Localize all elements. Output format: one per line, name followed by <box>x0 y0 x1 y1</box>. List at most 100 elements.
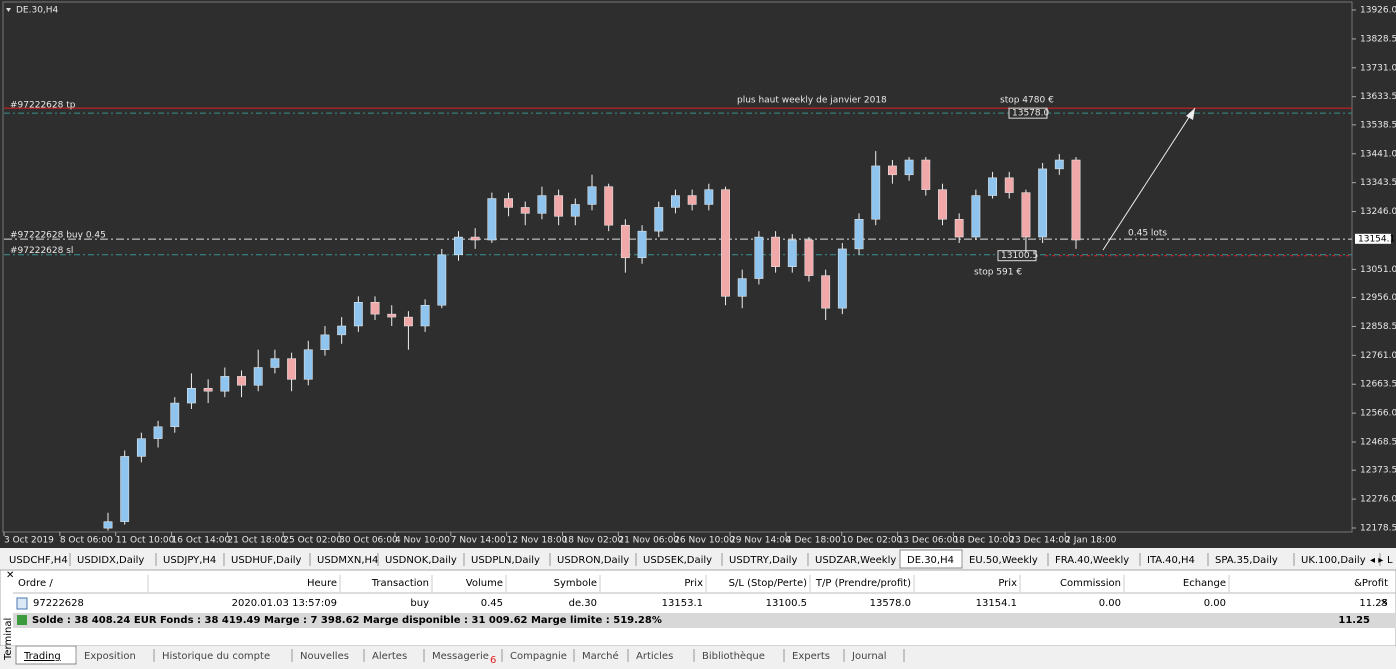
terminal: ✕ Terminal USDCHF,H4 USDIDX,Daily USDJPY,H… <box>0 549 1396 669</box>
arrowhead <box>1186 108 1195 120</box>
chart-tab[interactable]: USDCHF,H4 <box>9 555 68 566</box>
candle-body <box>887 165 897 176</box>
current-price: 13154.1 <box>1358 234 1395 244</box>
terminal-tab[interactable]: Nouvelles <box>300 651 349 662</box>
sl-price: 13100.5 <box>1001 251 1038 261</box>
terminal-tab[interactable]: Journal <box>851 651 887 662</box>
chart-tab[interactable]: L <box>1387 555 1393 566</box>
column-header: Transaction <box>371 578 429 589</box>
column-header: Prix <box>684 578 703 589</box>
y-tick-label: 13828.5 <box>1360 34 1396 44</box>
candle-body <box>821 275 831 309</box>
terminal-tab[interactable]: Alertes <box>372 651 407 662</box>
x-tick-label: 12 Nov 18:00 <box>507 536 568 546</box>
table-cell: 13154.1 <box>976 598 1017 609</box>
close-order[interactable]: ✕ <box>1380 598 1388 609</box>
candle-body <box>520 207 530 214</box>
candle-body <box>570 204 580 217</box>
terminal-tab[interactable]: Bibliothèque <box>702 650 765 662</box>
x-tick-label: 7 Nov 14:00 <box>451 536 506 546</box>
tp-price: 13578.0 <box>1012 109 1049 119</box>
table-cell: 11.25 <box>1359 598 1388 609</box>
candle-body <box>270 358 280 368</box>
chart-tab[interactable]: USDPLN,Daily <box>471 555 540 566</box>
terminal-tab[interactable]: Messagerie <box>432 651 489 662</box>
column-header: Ordre / <box>18 578 53 589</box>
chart-tab[interactable]: USDSEK,Daily <box>643 555 712 566</box>
price-box <box>1008 107 1048 119</box>
column-header: Symbole <box>554 578 597 589</box>
y-tick-label: 13343.5 <box>1360 178 1396 188</box>
arrow <box>1102 107 1196 251</box>
candle-body <box>136 438 146 457</box>
y-tick-label: 12276.0 <box>1360 495 1396 505</box>
candle-body <box>470 236 480 241</box>
menu-arrow[interactable] <box>6 8 11 12</box>
table-cell: 0.00 <box>1204 598 1226 609</box>
candle-body <box>237 376 246 386</box>
chart-tab[interactable]: USDRON,Daily <box>557 555 629 566</box>
candle-body <box>337 325 347 336</box>
y-tick-label: 13441.0 <box>1360 149 1396 159</box>
terminal-tab[interactable]: Experts <box>792 651 830 662</box>
y-tick-label: 12468.5 <box>1360 438 1396 448</box>
annotation: 0.45 lots <box>1128 229 1167 239</box>
summary-icon <box>17 615 27 625</box>
summary: Solde : 38 408.24 EUR Fonds : 38 419.49 … <box>32 615 662 626</box>
y-tick-label: 13731.0 <box>1360 63 1396 73</box>
price-box <box>997 250 1037 262</box>
candle-body <box>253 367 263 386</box>
candle-body <box>353 302 363 327</box>
terminal-tab[interactable]: Marché <box>582 650 619 662</box>
terminal-tab[interactable]: Historique du compte <box>162 651 270 662</box>
level-label: #97222628 sl <box>10 246 73 256</box>
chart-tab[interactable]: USDHUF,Daily <box>231 555 302 566</box>
x-tick-label: 8 Oct 06:00 <box>60 536 113 546</box>
terminal-tab[interactable]: Compagnie <box>510 651 567 662</box>
column-header: T/P (Prendre/profit) <box>815 578 911 589</box>
candle-body <box>170 402 180 428</box>
candle-body <box>203 387 213 392</box>
chart-tab[interactable]: UK.100,Daily <box>1301 555 1366 566</box>
chart-tab[interactable]: USDJPY,H4 <box>163 555 216 566</box>
candle-body <box>303 349 313 380</box>
x-tick-label: 26 Nov 10:00 <box>674 536 735 546</box>
chart-title: DE.30,H4 <box>16 6 59 16</box>
candle-body <box>721 189 730 297</box>
candle-body <box>537 195 547 214</box>
candle-body <box>804 239 814 276</box>
chart-tab[interactable]: USDTRY,Daily <box>729 555 797 566</box>
close-x[interactable]: ✕ <box>6 570 14 581</box>
candle-body <box>737 278 747 297</box>
candle-body <box>370 302 380 315</box>
candle-body <box>287 358 297 380</box>
annotation: stop 591 € <box>974 268 1022 278</box>
chart-tab[interactable]: EU.50,Weekly <box>969 555 1038 566</box>
table-cell: 13100.5 <box>766 598 807 609</box>
chart-tab[interactable]: USDIDX,Daily <box>77 555 144 566</box>
chart-tab[interactable]: SPA.35,Daily <box>1215 555 1278 566</box>
terminal-tab[interactable]: Exposition <box>84 651 136 662</box>
y-tick-label: 12178.5 <box>1360 524 1396 534</box>
badge: 6 <box>490 655 496 666</box>
candle-body <box>403 316 413 327</box>
terminal-tab[interactable]: Articles <box>636 651 673 662</box>
chart-tab[interactable]: ITA.40,H4 <box>1147 555 1195 566</box>
chart-tab[interactable]: DE.30,H4 <box>907 555 954 566</box>
chart-tab[interactable]: USDZAR,Weekly <box>815 555 896 566</box>
chart-tab[interactable]: USDMXN,H4 <box>317 555 378 566</box>
candle-body <box>1004 177 1014 193</box>
x-tick-label: 30 Oct 06:00 <box>339 536 398 546</box>
terminal-tab[interactable]: Trading <box>23 651 61 662</box>
chart-tab[interactable]: USDNOK,Daily <box>385 555 457 566</box>
tab-scroll[interactable]: ◂ ▸ <box>1370 555 1383 566</box>
y-tick-label: 13538.5 <box>1360 120 1396 130</box>
candle-body <box>320 334 330 350</box>
x-tick-label: 18 Nov 02:00 <box>563 536 624 546</box>
terminal-panel <box>0 569 1396 647</box>
table-cell: de.30 <box>569 598 597 609</box>
candle-body <box>871 165 881 220</box>
y-tick-label: 13051.0 <box>1360 265 1396 275</box>
chart-tab[interactable]: FRA.40,Weekly <box>1055 555 1129 566</box>
